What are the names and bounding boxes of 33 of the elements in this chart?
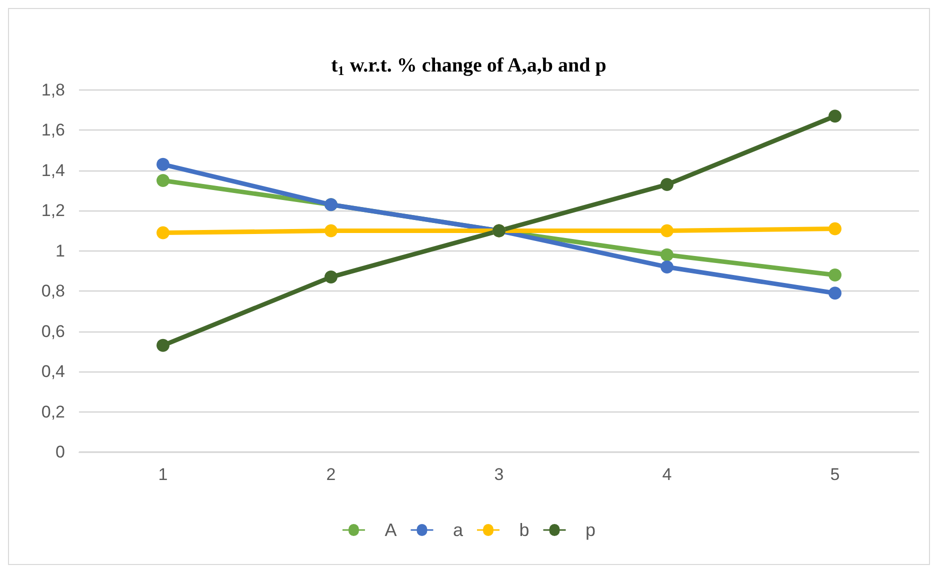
- y-tick-label: 0,6: [41, 322, 65, 341]
- legend-label: a: [452, 520, 464, 540]
- point: [156, 174, 170, 187]
- y-tick-label: 0,4: [41, 362, 65, 382]
- point: [324, 270, 338, 284]
- y-tick-label: 0,8: [41, 282, 65, 301]
- x-tick-label: 1: [158, 465, 168, 484]
- point: [324, 224, 338, 238]
- y-tick-label: 0,2: [41, 402, 65, 422]
- y-tick-label: 1,8: [41, 80, 65, 100]
- point: [828, 268, 842, 282]
- point: [156, 158, 170, 171]
- point: [156, 226, 170, 240]
- x-tick-label: 5: [830, 465, 840, 484]
- point: [828, 222, 842, 236]
- point: [156, 338, 170, 352]
- y-tick-label: 1,2: [41, 201, 65, 220]
- point: [660, 260, 674, 274]
- x-tick-label: 4: [662, 465, 672, 484]
- y-tick-label: 0: [56, 442, 65, 462]
- y-tick-label: 1,6: [41, 120, 65, 140]
- legend-label: b: [519, 520, 530, 540]
- y-tick-label: 1: [56, 241, 65, 260]
- x-tick-label: 3: [494, 465, 504, 484]
- point: [660, 248, 674, 262]
- point: [660, 178, 674, 192]
- point: [660, 224, 674, 238]
- point: [828, 286, 842, 300]
- legend-label: p: [586, 520, 596, 540]
- x-tick-label: 2: [326, 465, 336, 484]
- y-tick-label: 1,4: [41, 160, 65, 180]
- legend-label: A: [384, 520, 397, 540]
- point: [828, 110, 842, 123]
